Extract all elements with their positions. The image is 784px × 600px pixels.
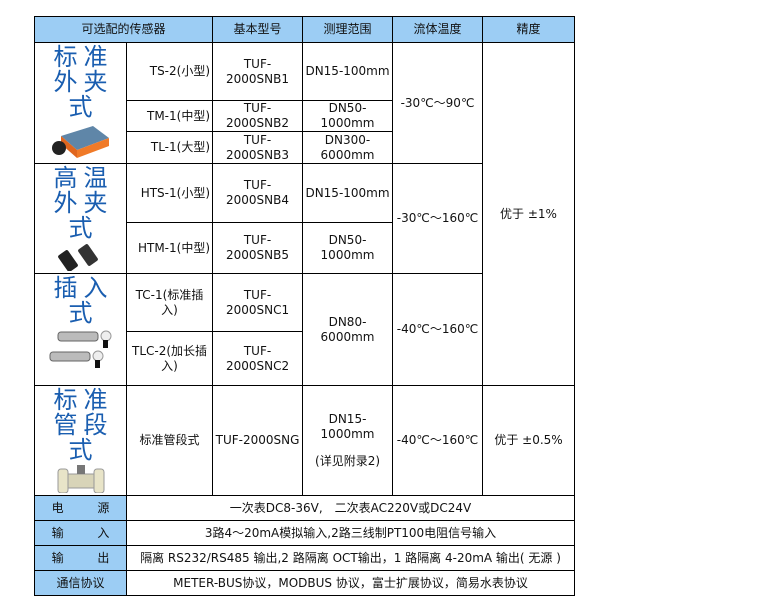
header-sensor: 可选配的传感器 [33, 16, 214, 43]
sensor-name: HTS-1(小型) [125, 162, 214, 224]
range-note: (详见附录2) [315, 454, 381, 468]
sensor-name: HTM-1(中型) [125, 222, 214, 274]
model: TUF-2000SNC1 [212, 273, 304, 332]
sensor-spec-table: 可选配的传感器 基本型号 测理范围 流体温度 精度 标准外夹式 TS-2(小型)… [33, 16, 576, 596]
spec-label: 输 出 [34, 545, 127, 571]
model: TUF-2000SNB5 [212, 222, 304, 274]
insertion-sensor-icon [49, 330, 111, 368]
table-row: 标准管段式 标准管段式 TUF-2000SNG DN15-1000mm (详见附录… [34, 385, 576, 496]
sensor-name: TM-1(中型) [125, 100, 214, 132]
temp: -40℃～160℃ [392, 273, 484, 386]
pipe-section-sensor-icon [57, 465, 104, 493]
group-title: 插入式 [53, 274, 108, 327]
spec-row-power: 电 源一次表DC8-36V, 二次表AC220V或DC24V [34, 495, 576, 521]
range-value: DN15-1000mm [320, 412, 375, 441]
temp: -40℃～160℃ [392, 385, 484, 496]
group-title: 高温外夹式 [53, 164, 108, 242]
header-temp: 流体温度 [392, 16, 484, 43]
spec-value: METER-BUS协议，MODBUS 协议，富士扩展协议，简易水表协议 [125, 570, 576, 596]
model: TUF-2000SNC2 [212, 331, 304, 386]
table-row: 高温外夹式 HTS-1(小型) TUF-2000SNB4 DN15-100mm … [34, 162, 575, 274]
header-range: 测理范围 [302, 16, 394, 43]
group-title: 标准外夹式 [53, 43, 108, 121]
model: TUF-2000SNG [212, 385, 304, 496]
spec-value: 3路4～20mA模拟输入,2路三线制PT100电阻信号输入 [125, 520, 576, 546]
range: DN300-6000mm [302, 131, 394, 164]
range: DN15-1000mm (详见附录2) [302, 385, 394, 496]
spec-row-output: 输 出隔离 RS232/RS485 输出,2 路隔离 OCT输出，1 路隔离 4… [34, 545, 576, 571]
sensor-name: TC-1(标准插入) [125, 273, 214, 332]
spec-row-protocol: 通信协议 METER-BUS协议，MODBUS 协议，富士扩展协议，简易水表协议 [34, 570, 576, 596]
table-row: HTM-1(中型) TUF-2000SNB5 DN50-1000mm [35, 222, 575, 274]
range: DN50-1000mm [302, 100, 394, 132]
group-pipe-section: 标准管段式 [34, 385, 127, 496]
sensor-name: TS-2(小型) [125, 42, 214, 101]
range: DN80-6000mm [302, 273, 394, 386]
range: DN15-100mm [302, 42, 394, 101]
sensor-name: TLC-2(加长插入) [125, 331, 214, 386]
group-insertion: 插入式 [34, 273, 127, 386]
header-precision: 精度 [482, 16, 576, 43]
high-temp-sensor-icon [57, 244, 98, 271]
group-title: 标准管段式 [53, 386, 108, 464]
group-high-temp: 高温外夹式 [34, 163, 127, 274]
range: DN50-1000mm [302, 222, 394, 274]
range: DN15-100mm [302, 162, 394, 224]
precision: 优于 ±0.5% [482, 385, 576, 496]
precision: 优于 ±1% [482, 42, 576, 386]
spec-value: 隔离 RS232/RS485 输出,2 路隔离 OCT输出，1 路隔离 4-20… [125, 545, 576, 571]
sensor-name: 标准管段式 [125, 385, 214, 496]
temp: -30℃～90℃ [392, 42, 484, 164]
table-row: 标准外夹式 TS-2(小型) TUF-2000SNB1 DN15-100mm -… [34, 42, 576, 386]
spec-row-input: 输 入 3路4～20mA模拟输入,2路三线制PT100电阻信号输入 [34, 520, 576, 546]
clamp-on-sensor-icon [51, 126, 109, 158]
model: TUF-2000SNB1 [212, 42, 304, 101]
model: TUF-2000SNB3 [212, 131, 304, 164]
spec-value: 一次表DC8-36V, 二次表AC220V或DC24V [125, 495, 576, 521]
spec-label: 通信协议 [34, 570, 127, 596]
model: TUF-2000SNB4 [212, 162, 304, 224]
model: TUF-2000SNB2 [212, 100, 304, 132]
sensor-name: TL-1(大型) [125, 131, 214, 164]
temp: -30℃～160℃ [392, 163, 484, 274]
spec-label: 电 源 [34, 495, 127, 521]
table-header: 可选配的传感器 基本型号 测理范围 流体温度 精度 [33, 16, 576, 43]
group-clamp-on: 标准外夹式 [34, 42, 127, 164]
spec-label: 输 入 [34, 520, 127, 546]
header-model: 基本型号 [212, 16, 304, 43]
